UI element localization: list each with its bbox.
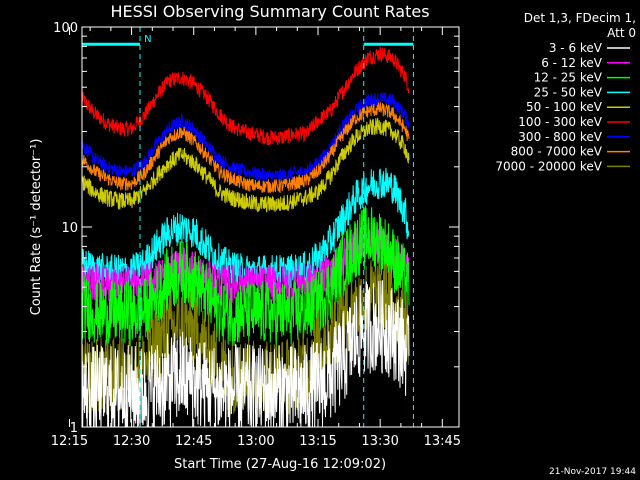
legend-label-3: 25 - 50 keV: [534, 85, 603, 99]
legend-label-1: 6 - 12 keV: [541, 56, 603, 70]
y-tick-label-0: 1: [70, 421, 78, 436]
series-line-3: [81, 117, 410, 213]
series-line-2: [81, 102, 410, 194]
axes: 12:15 12:30 12:45 13:00 13:15 13:30 13:45 1 10 10…: [51, 21, 461, 449]
chart-title: HESSI Observing Summary Count Rates: [110, 2, 429, 21]
legend-header-line-2: Att 0: [607, 26, 636, 40]
y-axis-label: Count Rate (s⁻¹ detector⁻¹): [29, 139, 44, 316]
legend-header-line-1: Det 1,3, FDecim 1,: [524, 11, 636, 25]
legend-label-0: 3 - 6 keV: [549, 41, 603, 55]
legend-label-6: 300 - 800 keV: [518, 130, 602, 144]
legend-label-2: 12 - 25 keV: [534, 71, 603, 85]
x-tick-label-2: 12:45: [175, 434, 212, 449]
y-tick-label-2: 100: [53, 21, 78, 36]
x-tick-label-3: 13:00: [237, 434, 274, 449]
y-tick-label-1: 10: [61, 221, 78, 236]
plot-area: N: [81, 27, 414, 428]
legend-label-4: 50 - 100 keV: [526, 100, 603, 114]
legend-label-5: 100 - 300 keV: [518, 115, 602, 129]
annotation-label-1: N: [144, 34, 151, 45]
x-tick-label-6: 13:45: [424, 434, 461, 449]
legend-label-8: 7000 - 20000 keV: [495, 159, 602, 173]
series-line-0: [81, 46, 410, 146]
x-tick-label-5: 13:30: [361, 434, 398, 449]
x-tick-label-4: 13:15: [299, 434, 336, 449]
x-tick-label-1: 12:30: [113, 434, 150, 449]
series-line-8: [81, 280, 410, 428]
legend-label-7: 800 - 7000 keV: [511, 145, 603, 159]
footer-timestamp: 21-Nov-2017 19:44: [549, 467, 636, 477]
x-tick-label-0: 12:15: [51, 434, 88, 449]
x-axis-label: Start Time (27-Aug-16 12:09:02): [174, 457, 386, 472]
series-line-6: [81, 205, 410, 347]
